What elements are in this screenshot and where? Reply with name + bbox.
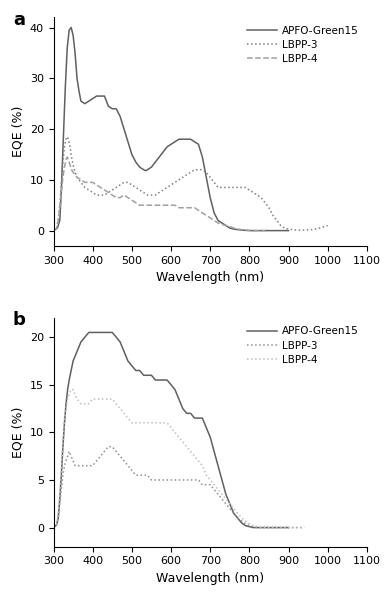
Legend: APFO-Green15, LBPP-3, LBPP-4: APFO-Green15, LBPP-3, LBPP-4 [244, 324, 362, 368]
LBPP-4 [67, 391, 71, 398]
LBPP-3 [263, 199, 267, 206]
LBPP-4 [259, 227, 263, 234]
APFO-Green15 [51, 524, 56, 531]
Text: b: b [13, 311, 25, 330]
APFO-Green15 [180, 405, 185, 412]
LBPP-4 [90, 396, 95, 403]
APFO-Green15 [176, 136, 181, 143]
Line: APFO-Green15: APFO-Green15 [54, 333, 289, 527]
LBPP-3 [243, 184, 248, 191]
APFO-Green15 [180, 136, 185, 143]
LBPP-3 [259, 524, 263, 531]
LBPP-4 [69, 386, 73, 393]
LBPP-3 [106, 443, 111, 450]
LBPP-4 [137, 201, 142, 209]
APFO-Green15 [137, 367, 142, 374]
LBPP-3 [302, 524, 307, 531]
LBPP-4 [90, 179, 95, 186]
APFO-Green15 [141, 166, 146, 173]
APFO-Green15 [94, 92, 99, 100]
APFO-Green15 [90, 95, 95, 102]
LBPP-4 [98, 184, 103, 191]
LBPP-3 [67, 448, 71, 455]
LBPP-3 [65, 133, 69, 140]
APFO-Green15 [263, 227, 267, 234]
APFO-Green15 [69, 24, 73, 31]
LBPP-4 [302, 524, 307, 531]
LBPP-3 [255, 524, 260, 531]
APFO-Green15 [176, 396, 181, 403]
LBPP-4 [65, 153, 69, 160]
Text: a: a [13, 11, 25, 29]
LBPP-4 [192, 204, 197, 212]
Y-axis label: EQE (%): EQE (%) [11, 406, 24, 458]
Legend: APFO-Green15, LBPP-3, LBPP-4: APFO-Green15, LBPP-3, LBPP-4 [244, 23, 362, 67]
LBPP-4 [263, 227, 267, 234]
APFO-Green15 [286, 524, 291, 531]
APFO-Green15 [263, 524, 267, 531]
Line: LBPP-3: LBPP-3 [54, 446, 304, 527]
Line: LBPP-4: LBPP-4 [54, 390, 304, 527]
LBPP-3 [62, 143, 67, 150]
LBPP-4 [255, 523, 260, 530]
LBPP-3 [255, 191, 260, 198]
APFO-Green15 [90, 329, 95, 336]
LBPP-3 [86, 462, 91, 469]
APFO-Green15 [82, 334, 87, 341]
Line: APFO-Green15: APFO-Green15 [54, 27, 289, 231]
APFO-Green15 [86, 329, 91, 336]
APFO-Green15 [51, 227, 56, 234]
LBPP-3 [282, 225, 287, 232]
LBPP-4 [110, 396, 114, 403]
LBPP-4 [176, 433, 181, 440]
X-axis label: Wavelength (nm): Wavelength (nm) [156, 572, 264, 585]
LBPP-3 [51, 524, 56, 531]
LBPP-4 [145, 201, 150, 209]
Y-axis label: EQE (%): EQE (%) [11, 106, 24, 157]
APFO-Green15 [286, 227, 291, 234]
LBPP-4 [259, 524, 263, 531]
LBPP-4 [51, 227, 56, 234]
LBPP-4 [51, 524, 56, 531]
LBPP-3 [251, 189, 256, 196]
LBPP-3 [325, 222, 330, 229]
LBPP-3 [110, 443, 114, 450]
Line: LBPP-4: LBPP-4 [54, 157, 265, 231]
X-axis label: Wavelength (nm): Wavelength (nm) [156, 271, 264, 284]
Line: LBPP-3: LBPP-3 [54, 136, 328, 231]
LBPP-3 [176, 476, 181, 483]
LBPP-3 [51, 227, 56, 234]
